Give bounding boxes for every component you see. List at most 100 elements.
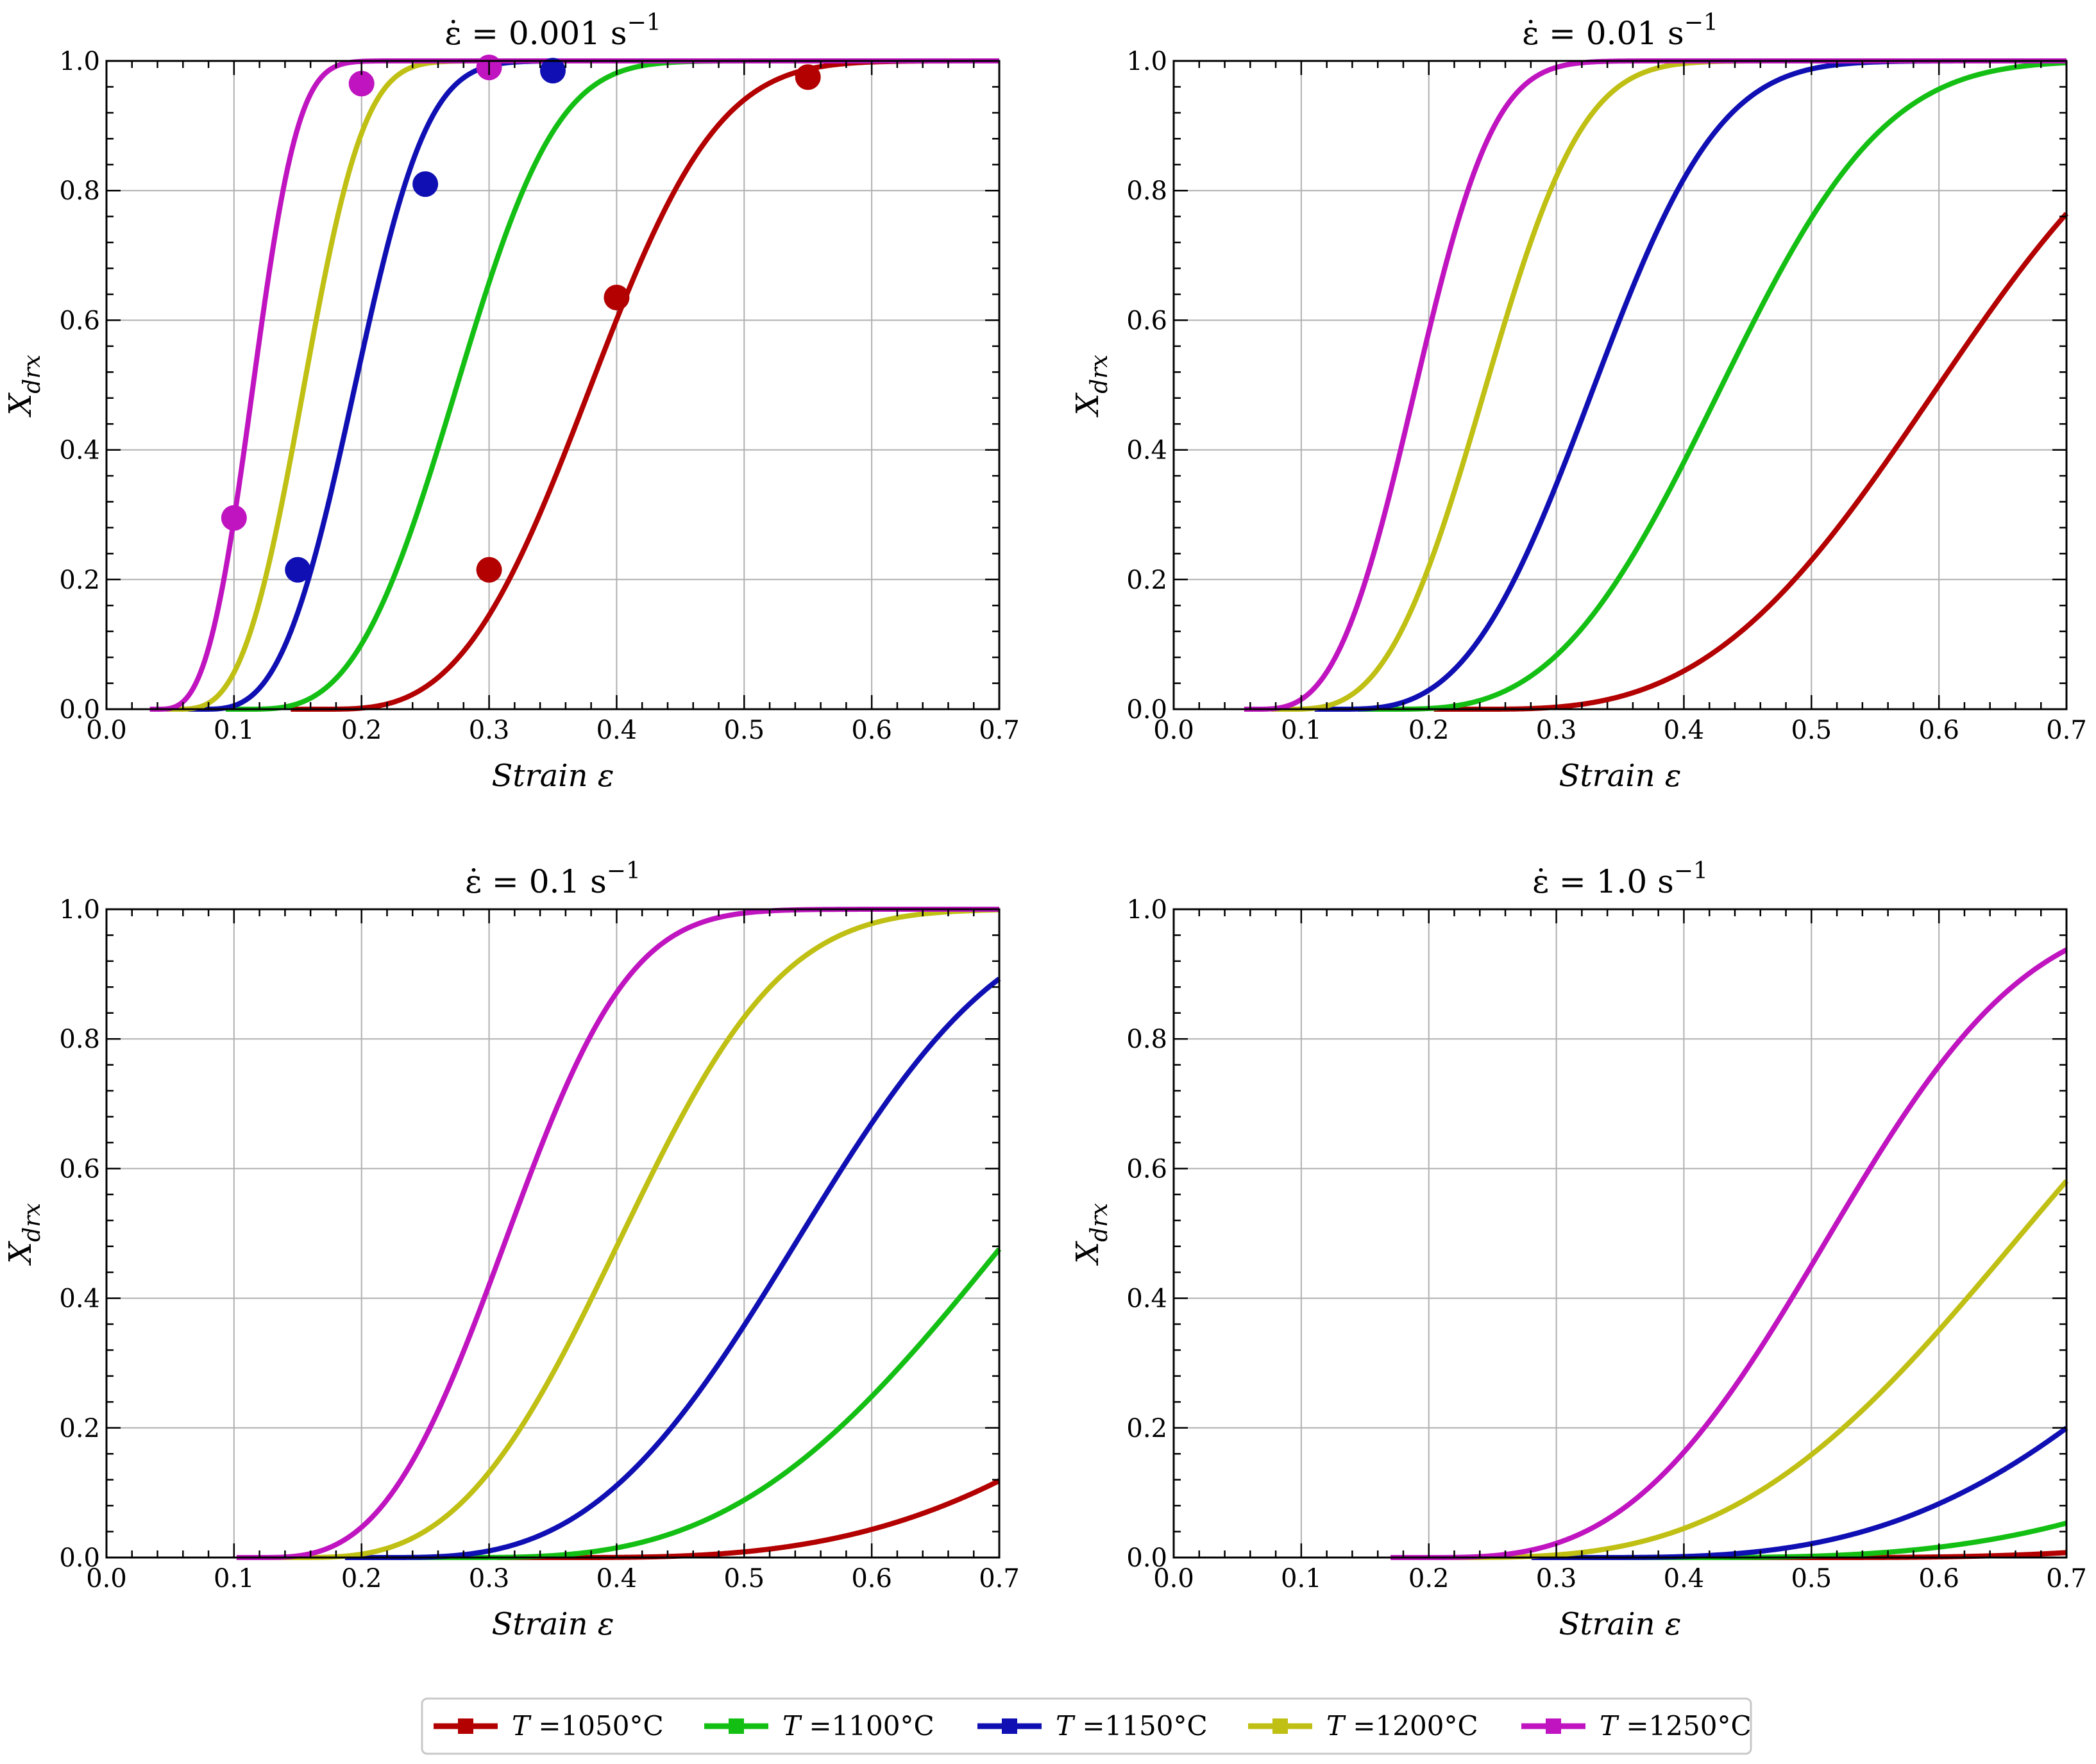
legend-marker [729,1718,744,1734]
x-tick-label: 0.6 [851,1564,892,1593]
data-point-1050 [476,557,502,583]
x-tick-label: 0.1 [1281,1564,1322,1593]
x-tick-label: 0.5 [723,716,765,745]
title-superscript: −1 [1684,10,1718,36]
y-label-subscript: drx [19,355,46,394]
y-tick-label: 0.6 [59,306,100,335]
series-line-1100 [409,1247,1002,1560]
y-label-main: X [1070,392,1106,418]
legend-marker [458,1718,473,1734]
x-tick-label: 0.3 [469,1564,510,1593]
y-axis-label: Xdrx [3,355,46,418]
title-text: ε̇ = 0.001 s [444,15,627,52]
y-tick-label: 0.8 [59,1025,100,1054]
chart-panel-4: 0.0 0.1 0.2 0.3 0.4 0.5 0.6 0.7 0.0 0.2 0.4 0.6 0.8 1… [1070,858,2087,1642]
legend-variable: T [512,1710,532,1742]
x-tick-label: 0.1 [214,716,255,745]
series-line-1250 [1389,947,2068,1560]
y-tick-label: 0.0 [1126,1543,1167,1573]
y-tick-label: 1.0 [1126,47,1167,76]
data-point-1050 [795,64,821,90]
x-tick-label: 0.0 [86,1564,127,1593]
y-label-subscript: drx [1086,355,1113,394]
plot-frame [1172,908,2068,1559]
series-line-1150 [344,977,1001,1560]
y-label-subscript: drx [19,1203,46,1242]
plot-frame [1172,60,2068,710]
legend-value: =1150°C [1074,1710,1208,1742]
x-tick-label: 0.2 [341,1564,382,1593]
grid [1173,60,2067,710]
ticks [105,60,1001,710]
y-tick-label: 0.4 [1126,1284,1167,1314]
x-tick-label: 0.4 [1664,716,1705,745]
x-tick-label: 0.7 [979,716,1020,745]
y-tick-label: 0.2 [59,1414,100,1443]
legend-variable: T [782,1710,802,1742]
y-axis-label: Xdrx [1070,1203,1113,1266]
data-point-1250 [221,505,247,531]
panel-title: ε̇ = 0.001 s−1 [444,10,661,52]
grid [1173,909,2067,1558]
y-label-subscript: drx [1086,1203,1113,1242]
chart-panel-3: 0.0 0.1 0.2 0.3 0.4 0.5 0.6 0.7 0.0 0.2 0.4 0.6 0.8 1… [3,858,1020,1642]
title-text: ε̇ = 1.0 s [1532,863,1674,900]
data-point-1150 [412,171,439,197]
x-tick-label: 0.2 [341,716,382,745]
title-superscript: −1 [1674,858,1708,884]
x-tick-label: 0.1 [214,1564,255,1593]
y-tick-label: 0.0 [59,1543,100,1573]
x-tick-label: 0.2 [1408,1564,1449,1593]
y-tick-label: 0.0 [59,695,100,725]
legend-label: T =1050°C [512,1710,664,1742]
legend-box [421,1697,1752,1755]
ticks [105,908,1001,1559]
y-axis-label: Xdrx [1070,355,1113,418]
title-superscript: −1 [627,10,661,36]
panel-title: ε̇ = 0.1 s−1 [465,858,641,900]
y-tick-label: 0.2 [1126,1414,1167,1443]
y-tick-label: 0.4 [1126,436,1167,466]
legend-item-1150: T =1150°C [977,1710,1208,1742]
x-tick-label: 0.0 [1153,716,1194,745]
y-tick-label: 0.6 [59,1154,100,1184]
x-tick-label: 0.3 [469,716,510,745]
legend-label: T =1150°C [1056,1710,1208,1742]
x-tick-label: 0.7 [2046,716,2087,745]
series-line-1050 [1433,212,2068,712]
legend-label: T =1200°C [1326,1710,1478,1742]
y-label-main: X [1070,1241,1106,1266]
series-line-1200 [1271,58,2067,712]
legend-item-1100: T =1100°C [704,1710,934,1742]
panel-title: ε̇ = 1.0 s−1 [1532,858,1708,900]
legend-item-1250: T =1250°C [1521,1710,1752,1742]
data-point-1150 [540,58,566,84]
title-superscript: −1 [607,858,641,884]
y-tick-label: 0.6 [1126,1154,1167,1184]
legend-marker [1272,1718,1288,1734]
x-tick-label: 0.7 [979,1564,1020,1593]
y-axis-label: Xdrx [3,1203,46,1266]
y-tick-label: 1.0 [1126,895,1167,925]
ticks [1172,908,2068,1559]
plot-frame [105,60,1001,710]
x-tick-label: 0.4 [596,716,638,745]
legend-item-1050: T =1050°C [434,1710,664,1742]
x-tick-label: 0.6 [851,716,892,745]
y-tick-label: 0.2 [1126,566,1167,595]
y-label-main: X [3,392,38,418]
series-line-1250 [235,907,1001,1560]
legend: T =1050°C T =1100°C T =1150°C T =1200°C T =1… [421,1697,1752,1755]
x-tick-label: 0.5 [1791,716,1832,745]
legend-marker [1002,1718,1017,1734]
legend-value: =1100°C [800,1710,934,1742]
x-tick-label: 0.4 [596,1564,638,1593]
legend-value: =1250°C [1618,1710,1752,1742]
x-axis-label: Strain ε [1559,1606,1681,1642]
title-text: ε̇ = 0.1 s [465,863,607,900]
x-tick-label: 0.0 [86,716,127,745]
y-tick-label: 1.0 [59,47,100,76]
x-tick-label: 0.5 [723,1564,765,1593]
x-tick-label: 0.3 [1536,716,1577,745]
